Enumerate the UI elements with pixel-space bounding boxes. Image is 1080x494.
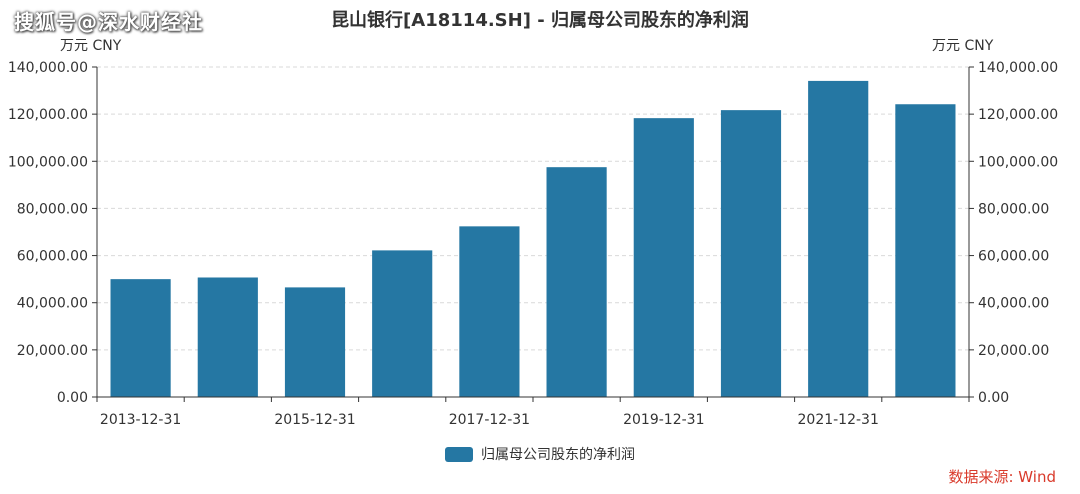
x-tick-label: 2019-12-31: [623, 412, 704, 428]
bar: [372, 250, 433, 397]
y-tick-label-left: 80,000.00: [17, 201, 88, 217]
x-tick-label: 2013-12-31: [100, 412, 181, 428]
bar: [895, 104, 956, 397]
y-tick-label-left: 60,000.00: [17, 249, 88, 265]
bars: [110, 80, 956, 398]
x-axis: 2013-12-31 2015-12-31 2017-12-31 2019-12-31…: [96, 397, 970, 428]
y-tick-label-left: 20,000.00: [17, 343, 88, 359]
bar: [459, 226, 520, 397]
y-tick-label-right: 100,000.00: [978, 154, 1058, 170]
y-tick-label-left: 40,000.00: [17, 296, 88, 312]
x-tick-label: 2021-12-31: [798, 412, 879, 428]
y-axis-unit-right: 万元 CNY: [932, 38, 994, 54]
bar: [110, 279, 171, 397]
bar: [546, 167, 607, 397]
y-tick-label-left: 100,000.00: [8, 154, 88, 170]
bar: [808, 80, 869, 398]
bar: [284, 287, 346, 397]
x-tick-label: 2017-12-31: [449, 412, 530, 428]
watermark: 搜狐号@深水财经社: [14, 10, 203, 34]
y-axis-right: 0.00 20,000.00 40,000.00 60,000.00 80,000.00…: [969, 60, 1058, 406]
bar: [633, 118, 694, 398]
y-tick-label-right: 80,000.00: [978, 201, 1049, 217]
legend[interactable]: 归属母公司股东的净利润: [0, 444, 1080, 464]
y-axis-unit-left: 万元 CNY: [60, 38, 122, 54]
y-axis-left: 0.00 20,000.00 40,000.00 60,000.00 80,000.00…: [8, 60, 97, 406]
y-tick-label-right: 40,000.00: [978, 296, 1049, 312]
legend-label: 归属母公司股东的净利润: [481, 447, 635, 463]
y-tick-label-right: 60,000.00: [978, 249, 1049, 265]
y-tick-label-right: 120,000.00: [978, 107, 1058, 123]
bar: [720, 110, 782, 397]
chart-title: 昆山银行[A18114.SH] - 归属母公司股东的净利润: [331, 10, 749, 31]
data-source: 数据来源: Wind: [948, 468, 1056, 486]
y-tick-label-left: 140,000.00: [8, 60, 88, 76]
y-tick-label-right: 0.00: [978, 390, 1009, 406]
x-tick-label: 2015-12-31: [274, 412, 355, 428]
y-tick-label-left: 0.00: [57, 390, 88, 406]
bar: [197, 277, 258, 397]
y-tick-label-right: 20,000.00: [978, 343, 1049, 359]
legend-swatch: [445, 446, 473, 462]
y-tick-label-left: 120,000.00: [8, 107, 88, 123]
y-tick-label-right: 140,000.00: [978, 60, 1058, 76]
grid-lines: [97, 66, 969, 351]
